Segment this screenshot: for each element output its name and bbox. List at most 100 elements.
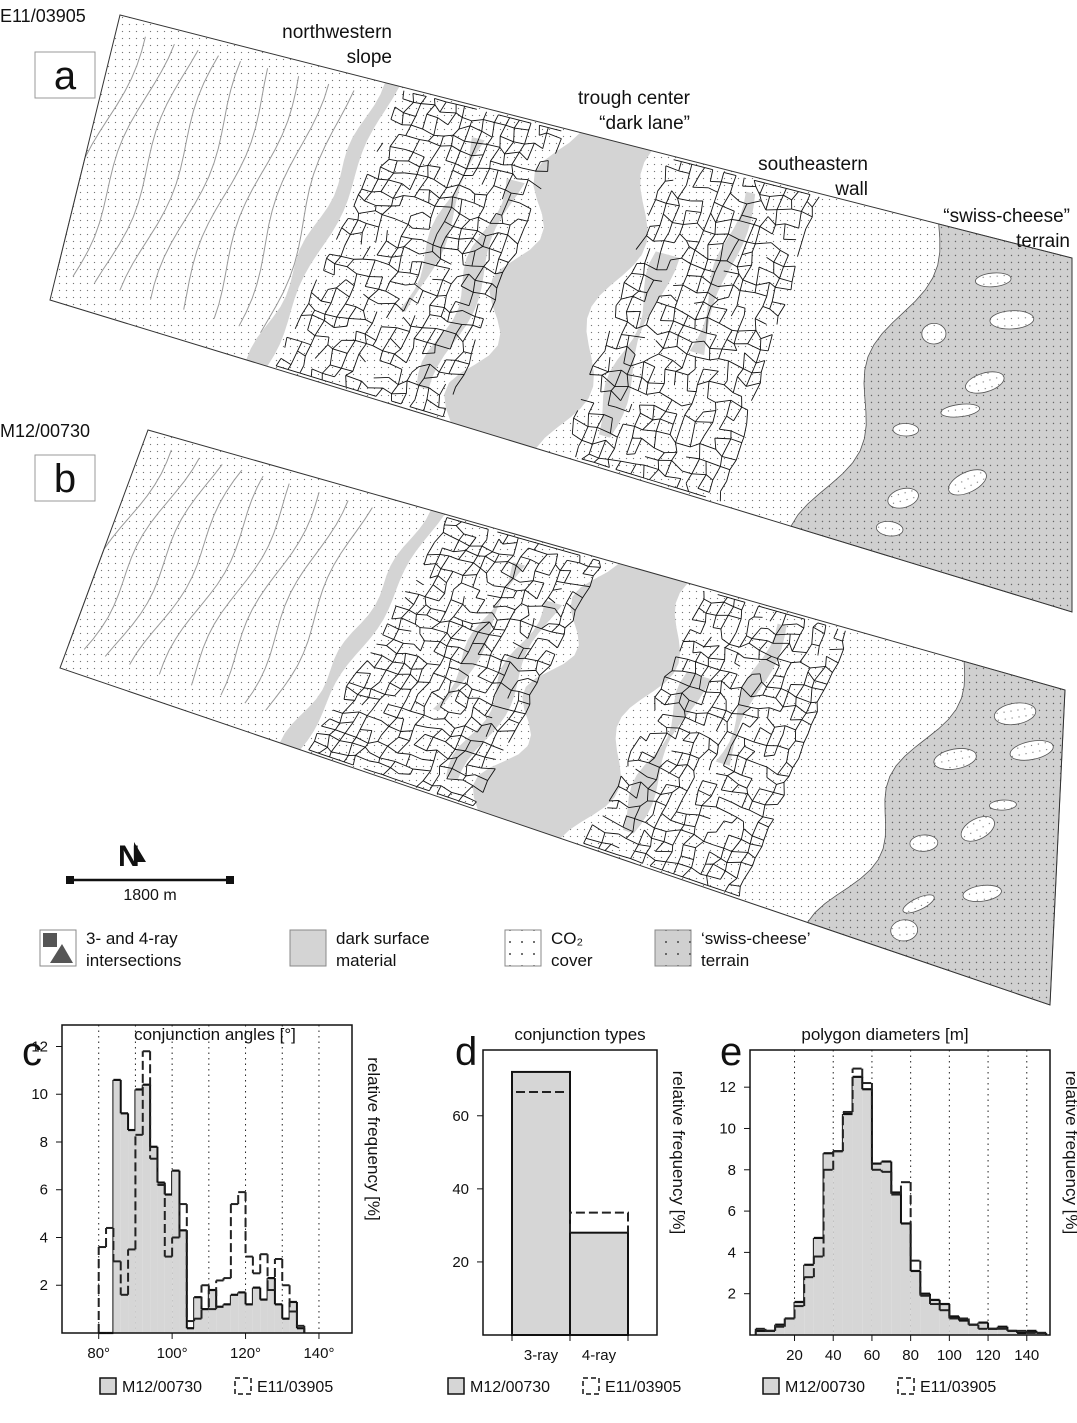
legend-label: material <box>336 951 396 970</box>
trough-segment <box>653 241 664 242</box>
y-axis-label: relative frequency [%] <box>1062 1071 1077 1234</box>
bar <box>512 1072 570 1335</box>
trough-segment <box>498 731 515 732</box>
trough-segment <box>665 166 666 181</box>
y-tick-label: 10 <box>31 1086 48 1103</box>
trough-segment <box>548 161 549 172</box>
trough-segment <box>432 279 442 280</box>
trough-segment <box>732 714 743 715</box>
chart-title: conjunction types <box>514 1025 645 1044</box>
image-id: M12/00730 <box>0 421 90 441</box>
x-tick-label: 140° <box>303 1345 334 1362</box>
trough-segment <box>709 738 710 749</box>
trough-segment <box>761 628 768 629</box>
trough-segment <box>437 295 446 296</box>
x-tick-label: 80° <box>87 1345 110 1362</box>
region-label: northwestern <box>282 22 392 43</box>
trough-segment <box>518 691 519 700</box>
trough-segment <box>679 778 680 787</box>
legend-swatch <box>235 1378 251 1394</box>
legend-icon <box>505 930 541 966</box>
chart-title: conjunction angles [°] <box>134 1025 296 1044</box>
histogram-bar <box>143 1085 150 1333</box>
histogram-bar <box>785 1318 795 1335</box>
legend-label: M12/00730 <box>785 1379 865 1396</box>
trough-segment <box>311 369 312 377</box>
legend-swatch <box>898 1378 914 1394</box>
x-tick-label: 120° <box>230 1345 261 1362</box>
histogram-bar <box>260 1300 267 1333</box>
histogram-bar <box>179 1230 186 1333</box>
y-tick-label: 8 <box>728 1162 736 1179</box>
x-tick-label: 60 <box>864 1347 881 1364</box>
scale-end <box>66 876 74 884</box>
trough-segment <box>334 264 335 275</box>
region-label: terrain <box>1016 231 1070 252</box>
trough-segment <box>667 728 680 729</box>
bar <box>570 1233 628 1335</box>
histogram-bar <box>862 1089 872 1335</box>
histogram-bar <box>843 1114 853 1335</box>
histogram-bar <box>814 1238 824 1335</box>
histogram-bar <box>216 1307 223 1333</box>
y-tick-label: 12 <box>719 1079 736 1096</box>
histogram-bar <box>135 1089 142 1333</box>
histogram-bar <box>824 1153 834 1335</box>
y-tick-label: 4 <box>728 1244 736 1261</box>
trough-segment <box>514 128 515 142</box>
histogram-bar <box>231 1295 238 1333</box>
trough-segment <box>648 383 664 384</box>
y-tick-label: 40 <box>452 1181 469 1198</box>
trough-segment <box>777 209 792 210</box>
legend-label: M12/00730 <box>470 1379 550 1396</box>
legend-label: E11/03905 <box>605 1379 681 1396</box>
histogram-bar <box>891 1193 901 1336</box>
histogram-bar <box>901 1223 911 1335</box>
histogram-bar <box>157 1183 164 1333</box>
trough-segment <box>650 733 667 734</box>
trough-segment <box>413 93 414 102</box>
trough-segment <box>474 194 475 203</box>
trough-segment <box>434 719 445 720</box>
legend-label: CO₂ <box>551 929 583 948</box>
histogram-bar <box>920 1294 930 1335</box>
region-label: “dark lane” <box>599 113 690 134</box>
legend-icon-square <box>43 933 57 947</box>
plot-frame <box>62 1025 352 1333</box>
trough-segment <box>627 454 635 455</box>
terrain-hole <box>893 423 919 436</box>
legend-label: cover <box>551 951 593 970</box>
histogram-bar <box>833 1151 843 1335</box>
histogram-bar <box>882 1162 892 1335</box>
x-tick-label: 140 <box>1014 1347 1039 1364</box>
histogram-bar <box>165 1195 172 1333</box>
y-tick-label: 20 <box>452 1254 469 1271</box>
scale-end <box>226 876 234 884</box>
histogram-bar <box>209 1290 216 1333</box>
trough-segment <box>324 314 325 320</box>
y-axis-label: relative frequency [%] <box>669 1071 688 1234</box>
terrain-hole <box>922 323 947 344</box>
y-axis-label: relative frequency [%] <box>364 1057 383 1220</box>
x-tick-label: 100 <box>937 1347 962 1364</box>
x-tick-label: 80 <box>902 1347 919 1364</box>
region-label: “swiss-cheese” <box>943 206 1070 227</box>
legend-label: E11/03905 <box>920 1379 996 1396</box>
legend-label: dark surface <box>336 929 430 948</box>
panel-letter: e <box>720 1030 742 1074</box>
x-tick-label: 120 <box>976 1347 1001 1364</box>
trough-segment <box>829 649 843 650</box>
histogram-bar <box>268 1278 275 1333</box>
legend-swatch <box>583 1378 599 1394</box>
trough-segment <box>495 562 508 563</box>
histogram-bar <box>246 1304 253 1333</box>
panel-letter: a <box>54 54 77 98</box>
histogram-bar <box>853 1077 863 1335</box>
x-tick-label: 100° <box>157 1345 188 1362</box>
legend-label: M12/00730 <box>122 1379 202 1396</box>
trough-segment <box>462 621 463 626</box>
histogram-bar <box>128 1130 135 1333</box>
trough-segment <box>697 292 708 293</box>
legend-label: terrain <box>701 951 749 970</box>
legend-swatch <box>100 1378 116 1394</box>
